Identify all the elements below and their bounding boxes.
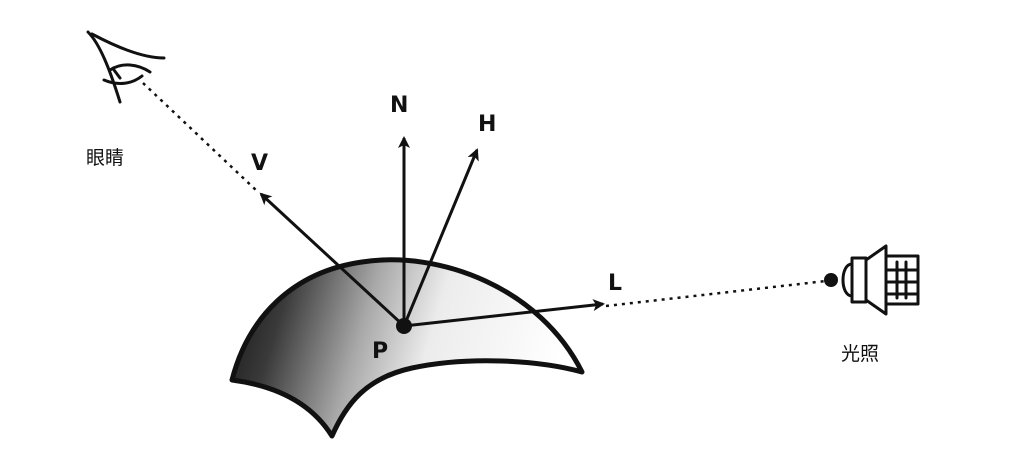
label-light-dir: L — [608, 271, 622, 296]
eye-icon — [86, 30, 166, 104]
label-half: H — [478, 112, 496, 137]
label-light: 光照 — [841, 343, 879, 365]
half-vector-H — [402, 148, 479, 327]
light-vector-L — [403, 299, 605, 328]
label-eye: 眼睛 — [86, 147, 124, 169]
light-source-point — [824, 273, 838, 287]
curved-surface — [229, 257, 585, 439]
label-normal: N — [390, 93, 408, 118]
view-ray — [142, 82, 259, 193]
surface-point — [396, 318, 412, 334]
label-point: P — [372, 339, 388, 364]
view-vector-V — [259, 192, 406, 328]
label-view: V — [251, 151, 268, 176]
light-ray — [605, 279, 827, 308]
spotlight-icon — [841, 244, 920, 316]
